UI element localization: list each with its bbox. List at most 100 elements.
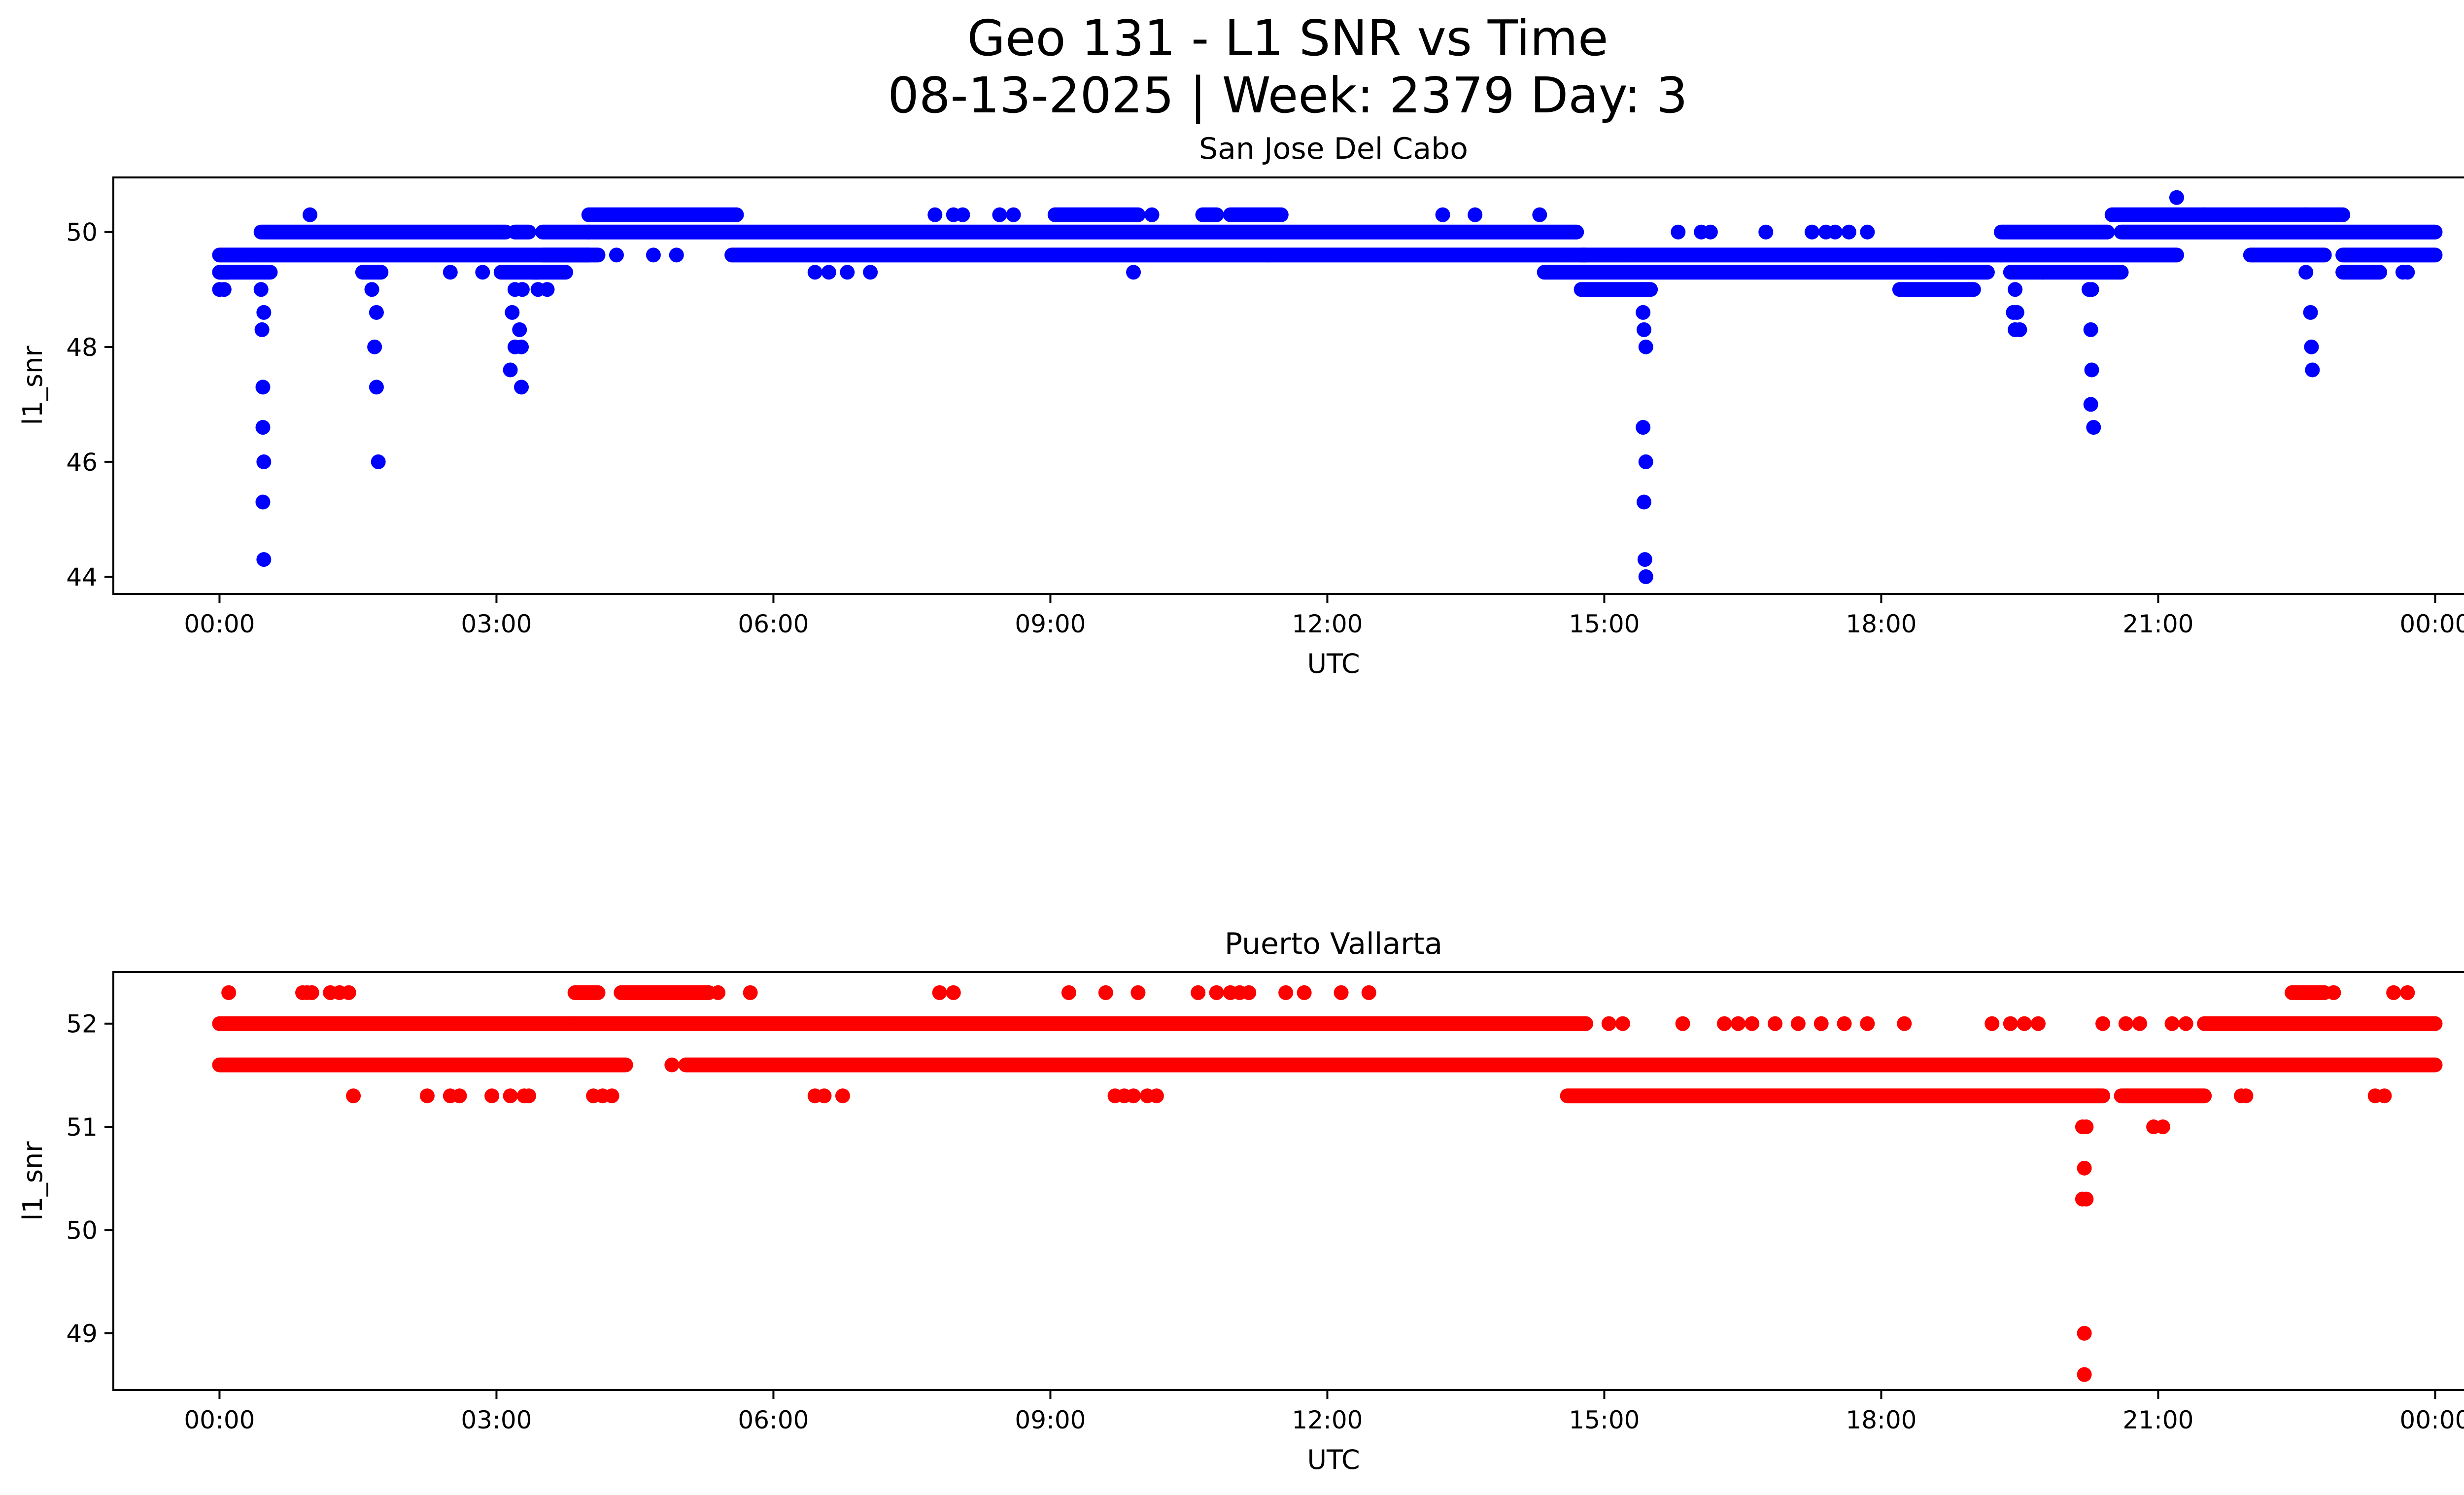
y-tick-label-bottom-1: 50 — [66, 1216, 98, 1245]
x-tick-label-top-0: 00:00 — [184, 610, 255, 638]
data-point-top-44 — [1260, 247, 1275, 263]
data-point-top-77 — [2086, 420, 2101, 435]
panel-bottom-frame — [112, 971, 2464, 1391]
data-point-top-60 — [1758, 224, 1774, 240]
data-point-top-78 — [2169, 190, 2184, 205]
data-point-bottom-39 — [1278, 985, 1294, 1000]
y-tick-label-bottom-2: 51 — [66, 1113, 98, 1142]
data-point-bottom-10 — [452, 1088, 467, 1104]
data-point-bottom-60 — [2118, 1016, 2133, 1031]
data-point-bottom-53 — [1860, 1016, 1875, 1031]
data-point-top-8 — [255, 494, 271, 510]
data-point-top-76 — [2083, 397, 2098, 412]
data-band-bottom-4 — [614, 985, 717, 1000]
data-point-bottom-8 — [419, 1088, 435, 1104]
x-tick-label-bottom-7: 21:00 — [2122, 1406, 2193, 1434]
panel-top-axes: 00:00 03:00 06:00 09:00 12:00 15:00 18:00 21:00… — [66, 218, 2464, 638]
data-point-top-29 — [581, 247, 596, 263]
data-point-top-19 — [514, 282, 530, 297]
data-point-top-46 — [1468, 207, 1483, 222]
data-point-bottom-27 — [1098, 985, 1113, 1000]
data-point-bottom-28 — [1130, 985, 1146, 1000]
data-point-top-52 — [1636, 420, 1651, 435]
data-point-bottom-0 — [221, 985, 237, 1000]
data-point-top-83 — [2305, 362, 2320, 378]
data-point-bottom-78 — [2386, 985, 2401, 1000]
data-point-bottom-14 — [521, 1088, 537, 1104]
data-point-top-23 — [514, 339, 529, 354]
data-band-top-12 — [724, 247, 1593, 263]
data-point-top-68 — [2009, 305, 2024, 320]
data-band-top-11 — [581, 224, 1584, 240]
data-point-top-59 — [1703, 224, 1718, 240]
data-point-bottom-72 — [2155, 1119, 2170, 1135]
data-point-bottom-41 — [1334, 985, 1349, 1000]
data-point-top-36 — [863, 265, 878, 280]
data-band-top-8 — [535, 224, 596, 240]
data-point-bottom-22 — [817, 1088, 832, 1104]
data-point-bottom-3 — [304, 985, 319, 1000]
data-point-bottom-79 — [2400, 985, 2415, 1000]
x-tick-label-bottom-5: 15:00 — [1569, 1406, 1640, 1434]
x-tick-label-top-1: 03:00 — [461, 610, 532, 638]
data-band-top-13 — [1047, 207, 1146, 222]
data-point-bottom-47 — [1731, 1016, 1746, 1031]
data-point-top-34 — [821, 265, 836, 280]
y-tick-label-top-0: 44 — [66, 563, 98, 591]
data-point-top-80 — [2298, 265, 2314, 280]
data-point-top-30 — [609, 247, 624, 263]
data-point-bottom-23 — [835, 1088, 850, 1104]
panel-bottom-ylabel: l1_snr — [17, 1141, 48, 1221]
data-point-bottom-43 — [1601, 1016, 1616, 1031]
data-band-top-28 — [2335, 265, 2388, 280]
data-point-top-3 — [256, 305, 272, 320]
data-point-top-11 — [364, 282, 379, 297]
data-band-top-16 — [1574, 247, 2009, 263]
data-point-bottom-19 — [743, 985, 758, 1000]
panel-top-xlabel: UTC — [1307, 648, 1360, 679]
data-point-top-63 — [1827, 224, 1843, 240]
y-tick-label-bottom-3: 52 — [66, 1010, 98, 1039]
data-point-top-56 — [1638, 569, 1653, 585]
data-point-bottom-35 — [1209, 985, 1224, 1000]
data-point-top-43 — [1144, 207, 1160, 222]
data-point-top-4 — [254, 322, 270, 337]
data-band-top-14 — [1195, 207, 1224, 222]
data-point-top-82 — [2304, 339, 2319, 354]
data-point-bottom-52 — [1837, 1016, 1852, 1031]
data-point-bottom-57 — [2017, 1016, 2032, 1031]
data-point-top-51 — [1638, 339, 1653, 354]
data-point-top-21 — [512, 322, 527, 337]
data-point-top-41 — [1006, 207, 1021, 222]
data-point-bottom-12 — [503, 1088, 518, 1104]
data-band-top-2 — [212, 247, 596, 263]
panel-top-frame — [112, 176, 2464, 595]
data-point-bottom-66 — [2077, 1160, 2092, 1176]
data-band-top-3 — [253, 224, 513, 240]
x-tick-label-bottom-0: 00:00 — [184, 1406, 255, 1434]
data-point-top-1 — [216, 282, 232, 297]
data-point-bottom-20 — [664, 1057, 680, 1073]
data-point-top-53 — [1638, 454, 1653, 469]
data-point-bottom-61 — [2132, 1016, 2147, 1031]
data-point-top-39 — [955, 207, 970, 222]
data-band-bottom-6 — [1560, 1088, 2111, 1104]
data-point-bottom-54 — [1897, 1016, 1912, 1031]
data-band-top-15 — [1223, 207, 1289, 222]
data-point-bottom-59 — [2095, 1016, 2111, 1031]
data-point-top-85 — [2400, 265, 2415, 280]
data-point-bottom-70 — [2077, 1367, 2092, 1382]
x-tick-label-top-6: 18:00 — [1846, 610, 1916, 638]
x-tick-label-top-7: 21:00 — [2122, 610, 2193, 638]
data-point-top-74 — [2083, 322, 2098, 337]
x-tick-label-bottom-8: 00:00 — [2399, 1406, 2464, 1434]
data-point-bottom-24 — [932, 985, 947, 1000]
data-band-top-19 — [1892, 282, 1981, 297]
data-band-bottom-5 — [678, 1057, 2083, 1073]
data-point-top-13 — [367, 339, 382, 354]
data-point-top-54 — [1637, 494, 1652, 510]
data-band-bottom-1 — [212, 1016, 578, 1031]
data-point-top-35 — [840, 265, 855, 280]
data-point-top-57 — [1671, 224, 1686, 240]
